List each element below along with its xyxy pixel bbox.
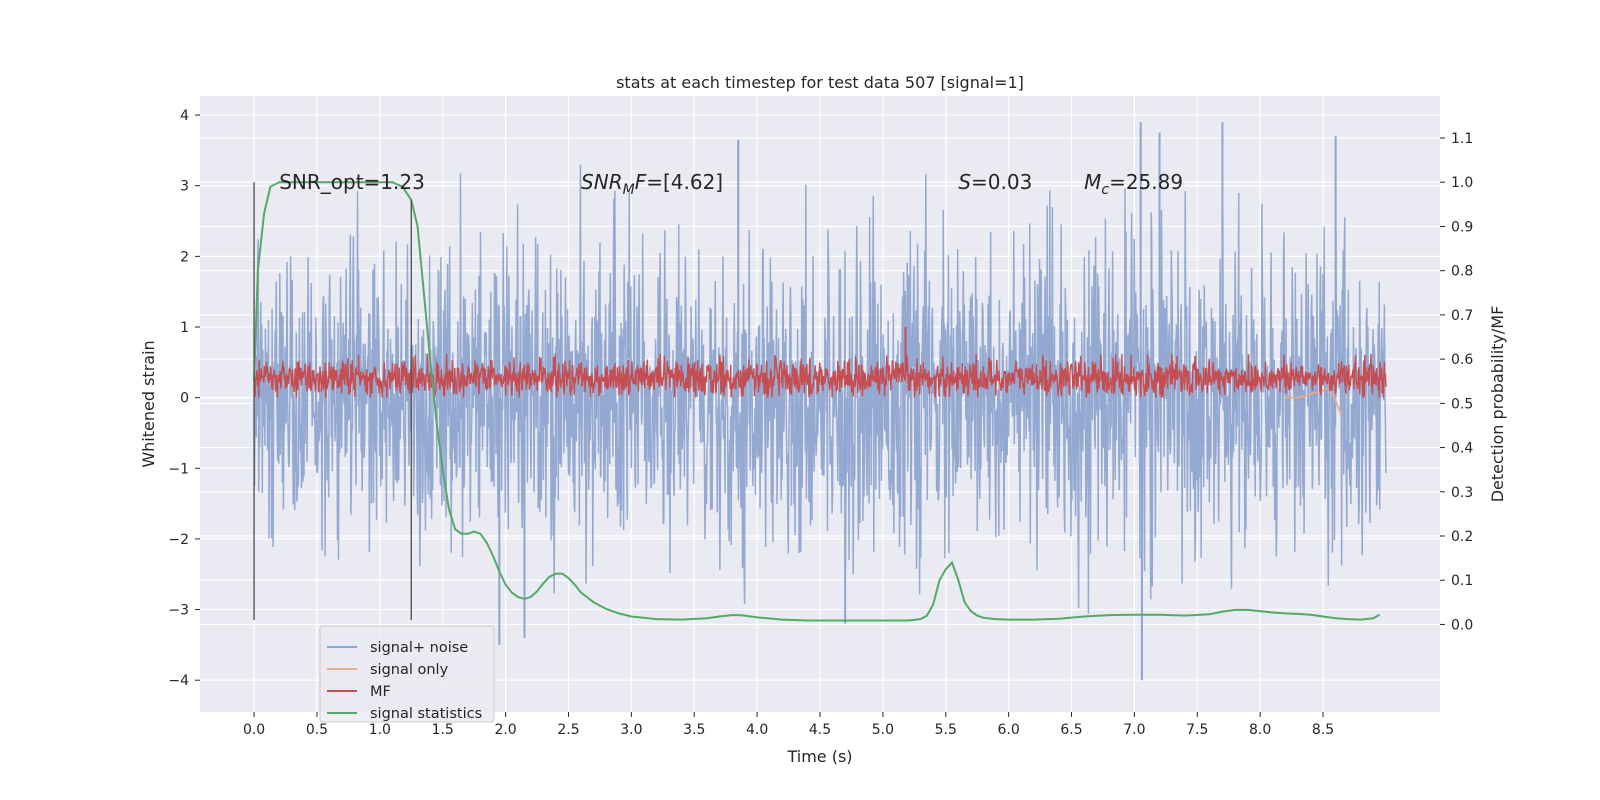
legend-box bbox=[319, 625, 495, 723]
annotation-s-value: S=0.03 bbox=[958, 170, 1032, 194]
tick-labels: 0.0 0.5 1.0 1.5 2.0 2.5 3.0 3.5 4.0 4.5 5.0 5.5 6.0 6… bbox=[168, 108, 1473, 738]
x-tick-label: 0.0 bbox=[243, 722, 265, 738]
x-tick-label: 5.5 bbox=[935, 722, 957, 738]
y-tick-label-right: 0.3 bbox=[1451, 485, 1473, 501]
series-signal-statistics bbox=[253, 181, 1381, 622]
x-tick-label: 5.0 bbox=[872, 722, 894, 738]
series-signal-only bbox=[1285, 385, 1343, 416]
legend-label-signal-statistics: signal statistics bbox=[370, 706, 482, 722]
y-tick-label-left: 3 bbox=[180, 179, 189, 195]
x-tick-label: 2.0 bbox=[494, 722, 516, 738]
x-axis-label: Time (s) bbox=[786, 747, 852, 766]
y-tick-label-right: 0.0 bbox=[1451, 617, 1473, 633]
y-tick-label-right: 1.1 bbox=[1451, 131, 1473, 147]
y-tick-label-left: −3 bbox=[168, 603, 189, 619]
annotations: SNR_opt=1.23 SNRMF=[4.62] S=0.03 Mc=25.89 bbox=[279, 170, 1183, 198]
x-tick-label: 8.0 bbox=[1249, 722, 1271, 738]
legend-label-signal-noise: signal+ noise bbox=[370, 640, 468, 656]
x-tick-label: 6.0 bbox=[998, 722, 1020, 738]
y-tick-label-left: −4 bbox=[168, 673, 189, 689]
x-tick-label: 3.0 bbox=[620, 722, 642, 738]
y-tick-label-left: −1 bbox=[168, 461, 189, 477]
x-tick-label: 3.5 bbox=[683, 722, 705, 738]
series-mf bbox=[253, 353, 1387, 401]
x-tick-label: 6.5 bbox=[1060, 722, 1082, 738]
y-tick-label-right: 0.7 bbox=[1451, 308, 1473, 324]
y-tick-label-right: 0.1 bbox=[1451, 573, 1473, 589]
legend-label-signal-only: signal only bbox=[370, 662, 449, 678]
x-tick-label: 0.5 bbox=[306, 722, 328, 738]
y-tick-label-right: 0.9 bbox=[1451, 219, 1473, 235]
series-layer bbox=[253, 122, 1387, 681]
y-tick-label-left: 0 bbox=[180, 391, 189, 407]
y-tick-label-left: 1 bbox=[180, 320, 189, 336]
y-tick-label-left: 4 bbox=[180, 108, 189, 124]
annotation-snr-mf: SNRMF=[4.62] bbox=[581, 170, 723, 198]
series-signal-noise bbox=[253, 164, 1387, 614]
x-tick-label: 8.5 bbox=[1312, 722, 1334, 738]
y-tick-label-left: 2 bbox=[180, 249, 189, 265]
x-tick-label: 2.5 bbox=[557, 722, 579, 738]
x-tick-label: 7.0 bbox=[1123, 722, 1145, 738]
y-tick-label-left: −2 bbox=[168, 532, 189, 548]
x-tick-label: 7.5 bbox=[1186, 722, 1208, 738]
y-axis-label-right: Detection probability/MF bbox=[1488, 306, 1507, 503]
y-tick-label-right: 0.6 bbox=[1451, 352, 1473, 368]
y-tick-label-right: 0.4 bbox=[1451, 441, 1473, 457]
annotation-mc-value: Mc=25.89 bbox=[1084, 170, 1183, 198]
y-tick-label-right: 0.8 bbox=[1451, 264, 1473, 280]
y-axis-label-left: Whitened strain bbox=[139, 340, 158, 467]
y-tick-label-right: 0.2 bbox=[1451, 529, 1473, 545]
x-tick-label: 4.0 bbox=[746, 722, 768, 738]
y-tick-label-right: 0.5 bbox=[1451, 396, 1473, 412]
y-tick-label-right: 1.0 bbox=[1451, 175, 1473, 191]
x-tick-label: 1.5 bbox=[432, 722, 454, 738]
series-signal-noise-peaks bbox=[498, 122, 1337, 681]
vertical-markers bbox=[253, 182, 412, 621]
legend-label-mf: MF bbox=[370, 684, 391, 700]
x-tick-label: 1.0 bbox=[369, 722, 391, 738]
chart-title: stats at each timestep for test data 507… bbox=[616, 73, 1024, 92]
legend: signal+ noise signal only MF signal statist… bbox=[319, 625, 495, 723]
annotation-snr-opt: SNR_opt=1.23 bbox=[279, 170, 425, 194]
x-tick-label: 4.5 bbox=[809, 722, 831, 738]
